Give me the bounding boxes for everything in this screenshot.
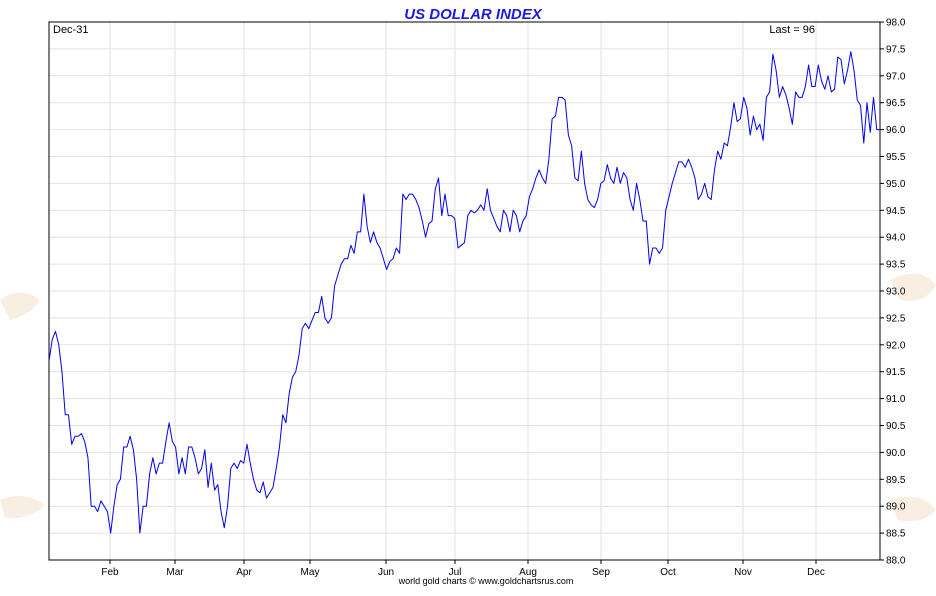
x-tick-label: Nov	[734, 567, 752, 578]
y-tick-label: 91.5	[886, 367, 906, 378]
x-tick-label: Feb	[101, 567, 119, 578]
y-tick-label: 94.0	[886, 233, 906, 244]
y-tick-label: 92.0	[886, 340, 906, 351]
y-tick-label: 88.0	[886, 556, 906, 567]
x-tick-label: Jul	[449, 567, 462, 578]
y-tick-label: 97.0	[886, 71, 906, 82]
chart-title: US DOLLAR INDEX	[404, 6, 543, 23]
x-tick-label: Apr	[236, 567, 252, 578]
y-axis: 88.0 88.5 89.0 89.5 90.0 90.5 91.0 91.5 92.0 92.5…	[880, 18, 906, 567]
y-tick-label: 89.0	[886, 502, 906, 513]
x-tick-label: May	[301, 567, 320, 578]
y-tick-label: 95.5	[886, 152, 906, 163]
y-tick-label: 93.0	[886, 287, 906, 298]
x-tick-label: Oct	[660, 567, 676, 578]
y-tick-label: 98.0	[886, 18, 906, 29]
y-tick-label: 92.5	[886, 313, 906, 324]
gridlines	[49, 21, 880, 561]
x-tick-label: Aug	[519, 567, 537, 578]
x-tick-label: Mar	[166, 567, 184, 578]
y-tick-label: 97.5	[886, 44, 906, 55]
x-tick-label: Jun	[378, 567, 394, 578]
y-tick-label: 89.5	[886, 475, 906, 486]
last-value-label: Last = 96	[769, 24, 815, 36]
watermark	[0, 273, 936, 522]
y-tick-label: 91.0	[886, 394, 906, 405]
start-date-label: Dec-31	[53, 24, 88, 36]
y-tick-label: 96.0	[886, 125, 906, 136]
x-tick-label: Dec	[807, 567, 825, 578]
y-tick-label: 93.5	[886, 260, 906, 271]
y-tick-label: 90.0	[886, 448, 906, 459]
y-tick-label: 94.5	[886, 206, 906, 217]
x-axis: Feb Mar Apr May Jun Jul Aug Sep Oct Nov Dec	[101, 560, 825, 578]
y-tick-label: 88.5	[886, 529, 906, 540]
y-tick-label: 90.5	[886, 421, 906, 432]
y-tick-label: 96.5	[886, 98, 906, 109]
y-tick-label: 95.0	[886, 179, 906, 190]
source-credit: world gold charts © www.goldchartsrus.co…	[398, 576, 574, 586]
x-tick-label: Sep	[592, 567, 610, 578]
series-line	[48, 51, 880, 534]
